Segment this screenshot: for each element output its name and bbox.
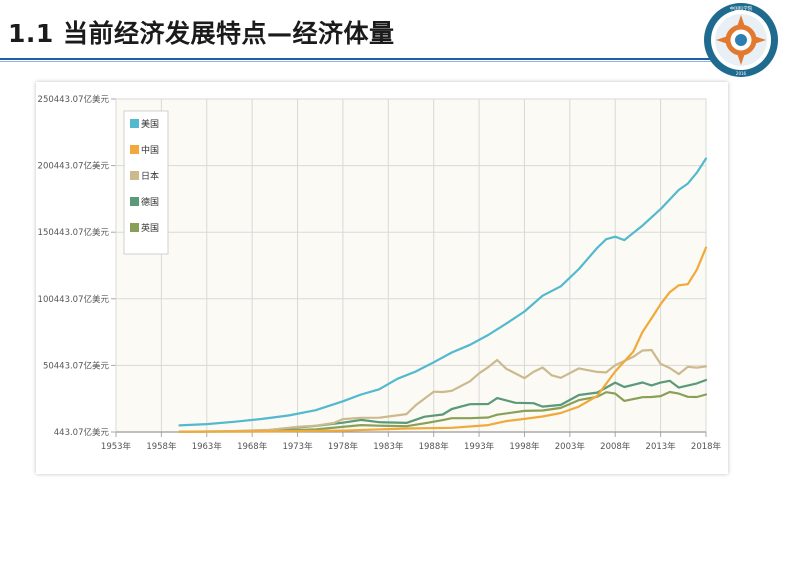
legend-label: 德国 [141, 196, 159, 208]
series-line-2 [178, 348, 708, 433]
legend-label: 英国 [141, 222, 159, 234]
x-tick-label: 1988年 [419, 441, 450, 452]
gdp-line-chart: 250443.07亿美元 200443.07亿美元 150443.07亿美元 1004… [38, 94, 722, 452]
x-tick-label: 2003年 [555, 441, 586, 452]
y-tick-label: 100443.07亿美元 [38, 294, 110, 305]
series-line-4 [178, 390, 708, 433]
institute-logo: 中国科学院 2016 [704, 3, 778, 77]
x-tick-label: 1953年 [101, 441, 132, 452]
slide-title: 1.1 当前经济发展特点—经济体量 [8, 19, 395, 48]
legend-swatch [130, 197, 139, 206]
legend-label: 美国 [141, 118, 159, 130]
x-tick-label: 2018年 [691, 441, 722, 452]
x-tick-label: 1968年 [237, 441, 268, 452]
x-tick-label: 1993年 [464, 441, 495, 452]
logo-top-text: 中国科学院 [730, 5, 753, 12]
legend-swatch [130, 171, 139, 180]
legend-label: 中国 [141, 144, 159, 156]
series-line-1 [178, 246, 708, 433]
x-tick-label: 1998年 [509, 441, 540, 452]
x-tick-label: 2008年 [600, 441, 631, 452]
y-tick-label: 200443.07亿美元 [38, 161, 110, 172]
x-tick-label: 1973年 [282, 441, 313, 452]
y-tick-label: 250443.07亿美元 [38, 94, 110, 105]
x-tick-label: 1958年 [146, 441, 177, 452]
chart-panel: 250443.07亿美元 200443.07亿美元 150443.07亿美元 1004… [36, 82, 728, 474]
y-tick-label: 150443.07亿美元 [38, 227, 110, 238]
plot-area [115, 98, 707, 433]
y-tick-label: 443.07亿美元 [54, 427, 110, 438]
title-underline-secondary [0, 61, 722, 62]
legend-swatch [130, 119, 139, 128]
logo-year: 2016 [736, 71, 747, 76]
x-tick-label: 2013年 [646, 441, 677, 452]
legend-swatch [130, 145, 139, 154]
series-line-3 [269, 378, 708, 431]
y-tick-label: 50443.07亿美元 [43, 360, 110, 371]
series-line-0 [178, 157, 708, 427]
x-tick-label: 1963年 [192, 441, 223, 452]
x-tick-label: 1978年 [328, 441, 359, 452]
x-tick-label: 1983年 [373, 441, 404, 452]
title-underline [0, 58, 722, 60]
legend-label: 日本 [141, 170, 159, 182]
legend-swatch [130, 223, 139, 232]
